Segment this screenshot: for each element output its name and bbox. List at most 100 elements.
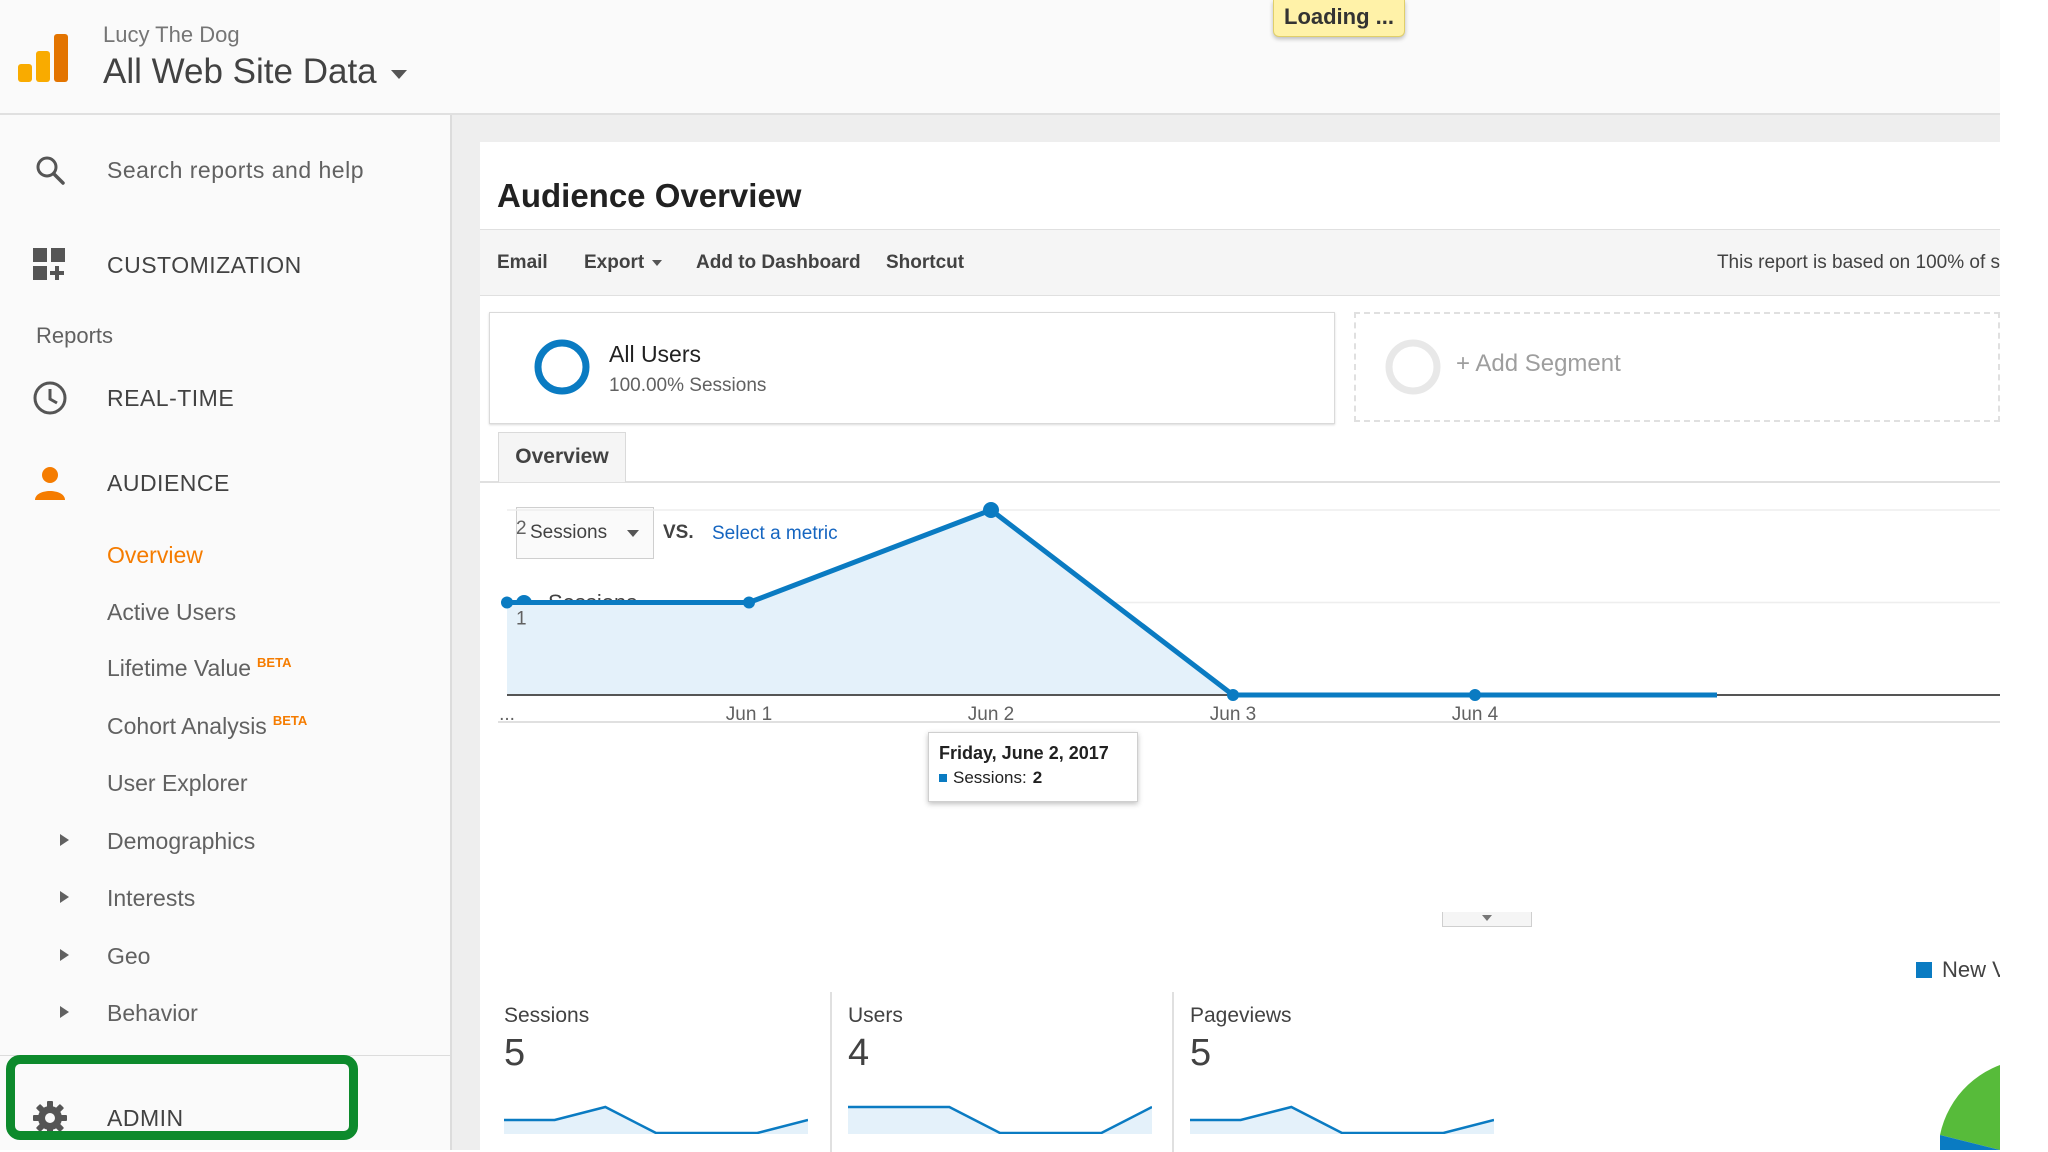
scorecard-sessions[interactable]: Sessions 5 xyxy=(488,992,828,1152)
legend-swatch xyxy=(1916,962,1932,978)
sparkline-area xyxy=(848,1107,1152,1134)
sidebar-item-demographics[interactable]: Demographics xyxy=(107,828,255,855)
gear-icon xyxy=(32,1100,68,1136)
pie-chart-partial xyxy=(1940,1065,2000,1150)
pie-slice-returning xyxy=(1940,1065,2000,1150)
sidebar-item-label: Lifetime Value xyxy=(107,655,252,681)
x-tick-label: ... xyxy=(499,704,515,725)
series-swatch xyxy=(939,774,947,782)
sidebar-item-label: Interests xyxy=(107,885,196,911)
sidebar-item-user-explorer[interactable]: User Explorer xyxy=(107,770,248,797)
dashboard-icon xyxy=(32,247,68,283)
select-metric-link[interactable]: Select a metric xyxy=(712,523,838,544)
data-point[interactable] xyxy=(1469,689,1481,701)
tab-bar xyxy=(480,481,2000,483)
expand-arrow-icon xyxy=(60,949,69,961)
sparkline-line xyxy=(1190,1105,1494,1134)
sidebar-item-label: CUSTOMIZATION xyxy=(107,251,302,278)
metric-dropdown-value: Sessions xyxy=(530,522,608,543)
sparkline xyxy=(1190,1105,1494,1134)
tooltip-value-row: Sessions: 2 xyxy=(939,768,1127,788)
data-point[interactable] xyxy=(501,596,513,609)
x-tick-label: Jun 4 xyxy=(1452,704,1499,725)
sidebar-item-lifetime-value[interactable]: Lifetime Value BETA xyxy=(107,655,291,682)
tooltip-date: Friday, June 2, 2017 xyxy=(939,743,1109,763)
chart-expand-handle[interactable] xyxy=(1442,912,1532,927)
sidebar-item-active-users[interactable]: Active Users xyxy=(107,599,236,626)
sidebar-item-audience[interactable]: AUDIENCE xyxy=(0,458,450,508)
property-selector[interactable]: All Web Site Data xyxy=(103,52,407,92)
account-name: Lucy The Dog xyxy=(103,22,240,47)
segment-name: All Users xyxy=(609,341,702,367)
sidebar-item-interests[interactable]: Interests xyxy=(107,885,195,912)
tooltip-value: 2 xyxy=(1032,768,1043,787)
export-button[interactable]: Export xyxy=(584,252,663,274)
caret-down-icon xyxy=(652,259,663,266)
sparkline xyxy=(504,1105,808,1134)
sidebar-item-customization[interactable]: CUSTOMIZATION xyxy=(0,240,450,290)
add-segment-label: + Add Segment xyxy=(1456,350,1621,377)
segment-ring-icon xyxy=(534,339,590,395)
caret-down-icon xyxy=(390,69,407,79)
expand-arrow-icon xyxy=(60,834,69,846)
page-title: Audience Overview xyxy=(497,177,802,214)
sidebar-item-overview[interactable]: Overview xyxy=(107,542,203,569)
main-content: Audience Overview Email Export Add to Da… xyxy=(452,115,2000,1152)
data-point[interactable] xyxy=(743,596,755,609)
metric-dropdown[interactable]: Sessions xyxy=(516,507,654,559)
x-tick-label: Jun 2 xyxy=(968,704,1014,725)
sidebar-divider xyxy=(0,1055,450,1056)
sidebar-item-realtime[interactable]: REAL-TIME xyxy=(0,373,450,423)
pie-legend: New Visitor xyxy=(1916,957,2000,983)
scorecard-pageviews[interactable]: Pageviews 5 xyxy=(1172,992,1514,1152)
person-icon xyxy=(32,465,68,501)
tooltip-series: Sessions: xyxy=(953,768,1027,787)
caret-down-icon xyxy=(627,530,639,537)
sparkline xyxy=(848,1105,1152,1134)
beta-badge: BETA xyxy=(257,655,292,671)
page-edge xyxy=(2000,0,2048,1150)
scorecard-value: 5 xyxy=(504,1032,526,1074)
analytics-logo xyxy=(18,34,68,82)
sidebar-item-admin[interactable]: ADMIN xyxy=(0,1090,450,1146)
add-segment-button[interactable]: + Add Segment xyxy=(1354,312,2000,422)
scorecard-label: Users xyxy=(848,1004,903,1027)
top-header: Lucy The Dog All Web Site Data xyxy=(0,0,2000,115)
shortcut-button[interactable]: Shortcut xyxy=(886,252,965,273)
scorecard-label: Pageviews xyxy=(1190,1004,1292,1027)
tab-overview[interactable]: Overview xyxy=(498,432,626,482)
pie-slice-new xyxy=(1940,1135,2000,1150)
report-card: Audience Overview Email Export Add to Da… xyxy=(480,142,2000,1152)
segment-all-users[interactable]: All Users 100.00% Sessions xyxy=(489,312,1335,424)
sidebar-item-label: Active Users xyxy=(107,599,237,625)
search-placeholder: Search reports and help xyxy=(107,156,364,183)
expand-arrow-icon xyxy=(60,891,69,903)
vs-label: VS. xyxy=(663,522,694,543)
sidebar-item-label: User Explorer xyxy=(107,770,248,796)
email-button[interactable]: Email xyxy=(497,252,548,273)
legend-label: Sessions xyxy=(548,590,638,615)
sparkline-line xyxy=(504,1105,808,1134)
loading-indicator: Loading ... xyxy=(1273,0,1405,37)
x-tick-label: Jun 1 xyxy=(726,704,772,725)
add-to-dashboard-button[interactable]: Add to Dashboard xyxy=(696,252,861,273)
legend-dot xyxy=(516,595,532,611)
sidebar-item-label: Demographics xyxy=(107,828,256,854)
sidebar-item-label: AUDIENCE xyxy=(107,469,230,496)
search-icon xyxy=(32,152,68,188)
sidebar-item-geo[interactable]: Geo xyxy=(107,943,150,970)
scorecard-users[interactable]: Users 4 xyxy=(830,992,1172,1152)
pie-legend-label: New Visitor xyxy=(1942,957,2000,982)
expand-arrow-icon xyxy=(60,1006,69,1018)
sidebar-item-label: Overview xyxy=(107,542,203,568)
search-reports[interactable]: Search reports and help xyxy=(0,145,450,195)
export-label: Export xyxy=(584,252,645,273)
sidebar-item-cohort-analysis[interactable]: Cohort Analysis BETA xyxy=(107,713,307,740)
sidebar-item-label: REAL-TIME xyxy=(107,384,235,411)
sidebar-item-behavior[interactable]: Behavior xyxy=(107,1000,198,1027)
reports-heading: Reports xyxy=(36,323,114,348)
data-point[interactable] xyxy=(1227,689,1239,701)
data-point[interactable] xyxy=(983,502,999,518)
scorecard-label: Sessions xyxy=(504,1004,590,1027)
x-tick-label: Jun 3 xyxy=(1210,704,1256,725)
